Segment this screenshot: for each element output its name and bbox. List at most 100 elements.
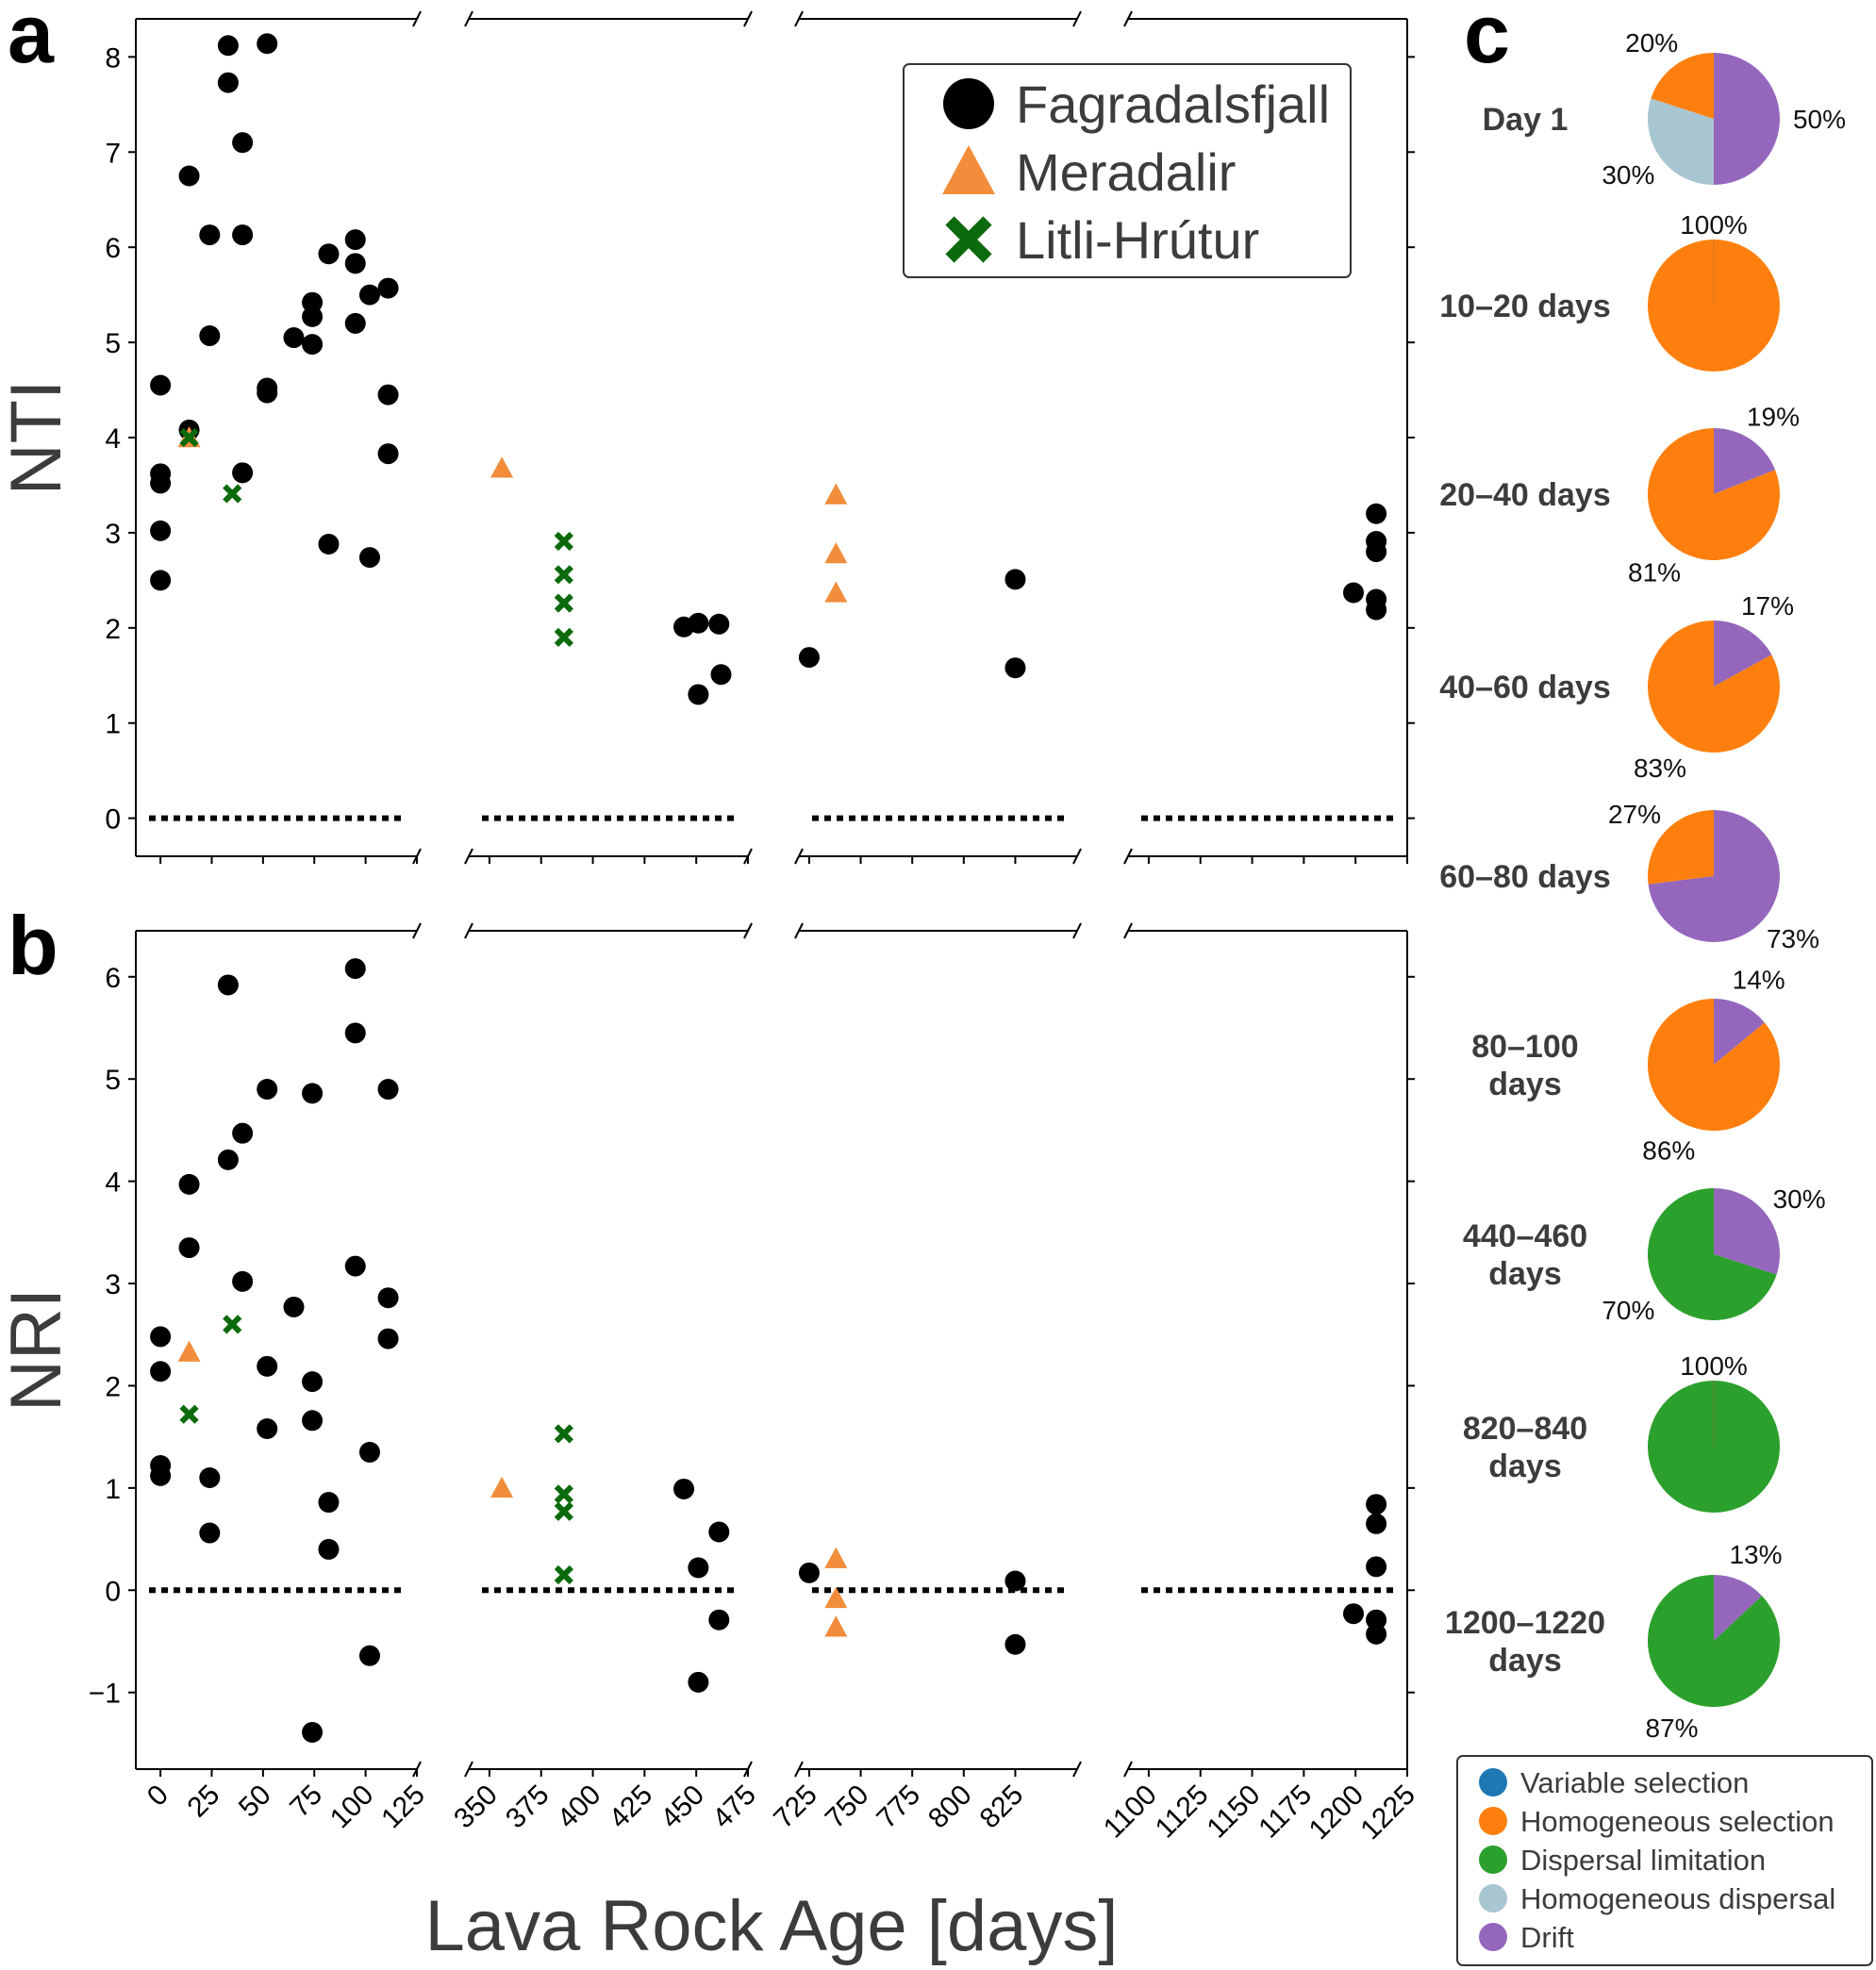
data-point [232,1270,254,1292]
axis-break-mark [1072,922,1082,939]
y-tick-label: 7 [105,138,121,169]
axis-segment-3 [794,10,1082,865]
data-point [318,1538,340,1560]
pie-slice [1648,98,1714,185]
pie-2: 10–20 days 100% [1439,210,1780,372]
pie-slice [1648,810,1714,885]
y-tick-label: 6 [105,233,121,264]
data-point [824,1547,848,1568]
data-point [710,664,732,686]
axis-break-mark [743,10,753,27]
data-point [302,334,324,356]
x-tick-label: 0 [141,1780,174,1813]
data-point [283,1296,305,1317]
data-point [554,593,573,613]
data-point [708,1609,730,1631]
axis-break-mark [794,1761,804,1778]
data-point [177,1340,201,1362]
axis-break-mark [464,10,473,27]
y-axis-label: NRI [0,1288,76,1412]
data-point [824,1615,848,1637]
pie-percent-label: 17% [1741,591,1794,621]
y-tick-label: 2 [105,614,121,645]
pie-label: 80–100 days [1471,1029,1578,1102]
data-point [1366,1513,1387,1534]
data-point [199,1522,221,1544]
pie-percent-label: 13% [1729,1540,1782,1569]
data-point [178,1173,200,1195]
x-tick-label: 1225 [1354,1780,1421,1846]
pie-label: 820–840 days [1463,1411,1587,1484]
data-point [257,1417,278,1439]
axis-break-mark [1123,922,1133,939]
axis-break-mark [794,848,804,865]
axis-break-mark [1072,848,1082,865]
series-fagradalsfjall [150,33,1387,705]
pie-percent-label: 30% [1773,1184,1826,1214]
data-point [179,1404,199,1424]
legend-marker-circle [943,78,994,129]
pie-slice [1714,1575,1763,1641]
panel-c: c Day 1 50% 30% 20% 10–20 days 100% 20–40 days 1… [1439,0,1846,1743]
data-point [358,547,380,569]
legend-label: Meradalir [1016,142,1236,202]
pie-legend-swatch [1479,1884,1507,1912]
data-point [1366,599,1387,621]
data-point [232,224,254,246]
axis-break-mark [743,922,753,939]
panel-a: 0 1 2 3 4 5 6 7 8 NTI a [0,0,1415,865]
data-point [217,35,239,57]
pie-percent-label: 19% [1747,402,1800,431]
y-tick-label: 4 [105,1167,121,1199]
x-tick-label: 450 [655,1780,710,1835]
data-point [824,1586,848,1609]
data-point [150,1465,172,1486]
data-point [377,1328,399,1349]
x-tick-label: 375 [500,1780,556,1835]
legend-label: Fagradalsfjall [1016,74,1330,134]
data-point [232,462,254,484]
x-tick-label: 775 [871,1780,926,1835]
y-tick-label: 8 [105,42,121,74]
data-point [283,327,305,349]
x-tick-label: 75 [284,1780,328,1824]
axis-break-mark [464,1761,473,1778]
data-point [344,1255,366,1277]
panel-label: b [8,899,58,992]
axis-break-mark [1123,848,1133,865]
axis-break-mark [1123,10,1133,27]
series-litli-hr-tur [179,1315,573,1585]
series-litli-hr-tur [179,427,573,648]
data-point [688,1671,709,1693]
data-point [1004,657,1026,679]
pie-slice [1714,53,1780,185]
data-point [554,1564,573,1585]
pie-slice [1714,621,1772,687]
legend-label: Litli-Hrútur [1016,210,1259,270]
data-point [708,613,730,635]
x-tick-label: 1125 [1150,1780,1215,1845]
pie-percent-label: 100% [1680,210,1748,240]
y-axis-label: NTI [0,380,76,495]
pie-slice [1648,621,1780,753]
pie-legend-label: Homogeneous selection [1520,1805,1834,1838]
data-point [199,1467,221,1489]
y-tick-label: 1 [105,709,121,740]
pie-legend-label: Drift [1520,1921,1574,1954]
pie-percent-label: 70% [1602,1296,1654,1325]
data-point [199,325,221,347]
x-tick-label: 1200 [1303,1780,1370,1846]
legend-marker-triangle [942,145,995,194]
data-point [358,1441,380,1463]
data-point [178,1237,200,1259]
pie-percent-label: 73% [1767,924,1819,953]
data-point [302,1721,324,1743]
data-point [344,253,366,274]
series-fagradalsfjall [150,958,1387,1743]
data-point [1366,1609,1387,1631]
y-tick-label: 0 [105,1576,121,1607]
data-point [708,1521,730,1543]
data-point [150,570,172,591]
pie-percent-label: 50% [1793,105,1846,134]
x-tick-label: 1175 [1253,1780,1318,1845]
